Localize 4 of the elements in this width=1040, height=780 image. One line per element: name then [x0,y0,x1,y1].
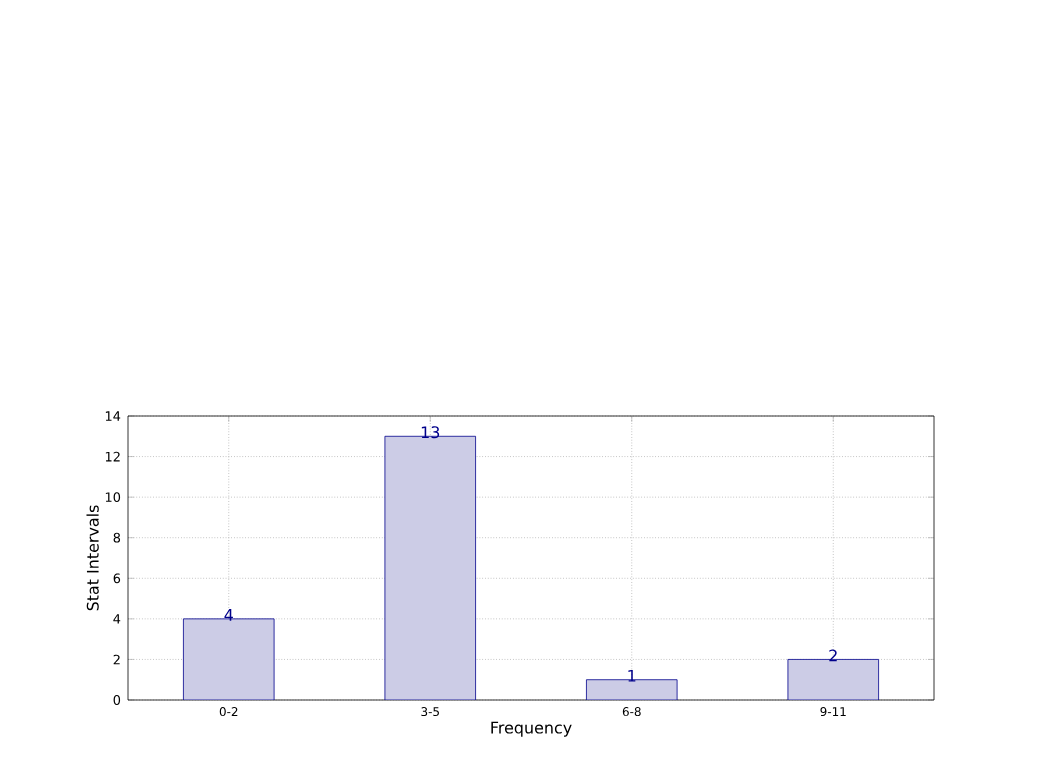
bar [183,618,275,700]
bar [787,659,879,700]
bar [586,679,678,700]
bar [384,435,476,700]
